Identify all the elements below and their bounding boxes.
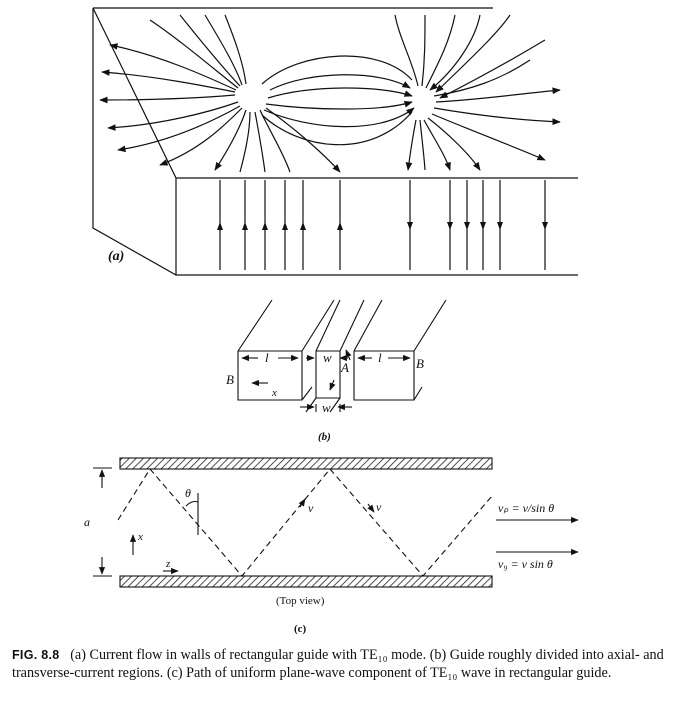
- top-view-label: (Top view): [276, 595, 325, 607]
- v1-label: v: [308, 501, 314, 515]
- l-left-label: l: [265, 350, 269, 365]
- top-wall-currents: [99, 14, 561, 173]
- caption-text: (a) Current flow in walls of rectangular…: [12, 647, 664, 681]
- B-right-label: B: [416, 356, 424, 371]
- theta-label: θ: [185, 486, 191, 500]
- A-label: A: [340, 360, 349, 375]
- a-label: a: [84, 515, 90, 529]
- v2-label: v: [376, 500, 382, 514]
- x-label: x: [271, 387, 277, 399]
- x-axis-label: x: [137, 531, 143, 543]
- l-right-label: l: [378, 350, 382, 365]
- panel-b-label: (b): [318, 431, 331, 443]
- panel-a-label: (a): [108, 249, 124, 264]
- vg-label: v₉ = v sin θ: [498, 557, 553, 571]
- middle-block: [305, 299, 365, 413]
- B-left-label: B: [226, 372, 234, 387]
- guide-top-face: [92, 7, 578, 276]
- side-wall-arrowheads: [217, 222, 548, 230]
- panel-a: (a): [92, 7, 578, 276]
- panel-c: a θ v v x z vₚ = v/sin θ v₉ = v sin θ (T…: [84, 457, 579, 635]
- panel-b: l w A l B B x w (b): [226, 299, 447, 443]
- plane-wave-path: [117, 468, 493, 577]
- top-wall: [119, 457, 493, 470]
- figure-diagram: (a) l w A l B B x w (b): [84, 7, 579, 635]
- w-top-label: w: [323, 350, 332, 365]
- w-bottom-label: w: [322, 400, 331, 415]
- right-block: [353, 299, 447, 401]
- panel-c-label: (c): [294, 623, 307, 635]
- figure-caption: FIG. 8.8 (a) Current flow in walls of re…: [12, 646, 676, 682]
- vp-label: vₚ = v/sin θ: [498, 501, 554, 515]
- bottom-wall: [119, 575, 493, 588]
- side-wall-currents: [219, 180, 546, 270]
- z-axis-label: z: [165, 558, 171, 570]
- figure-number: FIG. 8.8: [12, 648, 60, 662]
- left-block: [237, 299, 335, 401]
